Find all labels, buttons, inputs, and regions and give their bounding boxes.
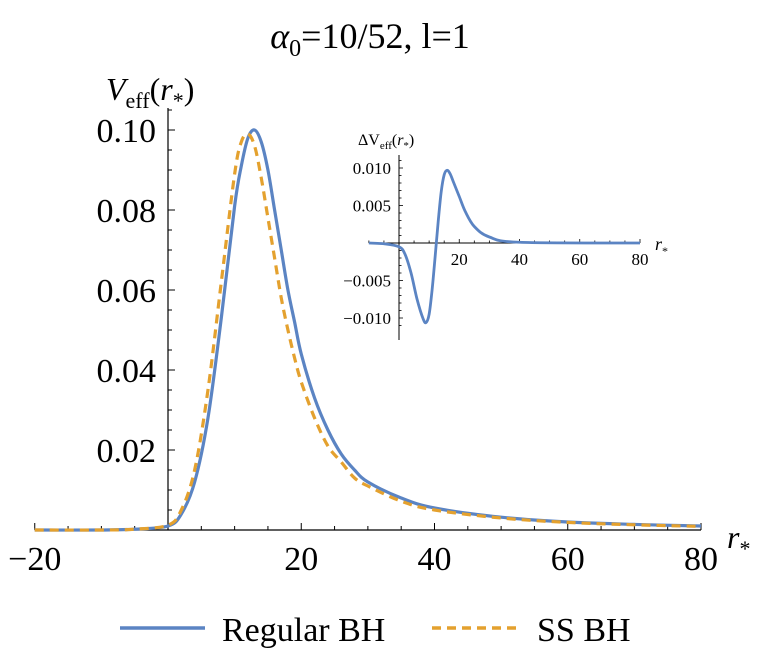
inset-x-tick-label: 80 — [632, 250, 649, 269]
inset-x-axis-label: r* — [655, 234, 668, 258]
main-x-tick-label: 60 — [551, 541, 585, 578]
inset-axes: 20 40 60 80 −0.010 −0.005 0.005 0.010 — [343, 155, 649, 340]
main-x-tick-label: 80 — [684, 541, 718, 578]
main-y-tick-label: 0.10 — [97, 113, 157, 150]
inset-y-tick-label: −0.010 — [343, 309, 391, 328]
main-x-tick-label: 20 — [284, 541, 318, 578]
main-y-tick-label: 0.06 — [97, 273, 157, 310]
inset-series-line — [368, 168, 641, 325]
main-axes: −20 20 40 60 80 0.02 0.04 0.06 0.08 0.10 — [8, 108, 718, 578]
inset-series — [368, 168, 641, 325]
inset-x-tick-label: 60 — [571, 250, 588, 269]
x-axis-label: r* — [727, 519, 750, 561]
inset-y-tick-label: 0.005 — [353, 197, 391, 216]
series-line-regular-bh — [34, 128, 702, 532]
main-y-tick-label: 0.04 — [97, 353, 157, 390]
inset-x-tick-label: 20 — [451, 250, 468, 269]
inset-y-tick-label: −0.005 — [343, 272, 391, 291]
inset-y-axis-label: ΔVeff(r*) — [358, 132, 414, 152]
main-y-tick-label: 0.08 — [97, 193, 157, 230]
main-series — [34, 128, 702, 532]
chart-title: α0=10/52, l=1 — [270, 16, 470, 62]
inset-x-tick-label: 40 — [511, 250, 528, 269]
main-y-tick-label: 0.02 — [97, 433, 157, 470]
series-line-ss-bh — [34, 132, 702, 532]
legend-label-ss: SS BH — [537, 612, 631, 649]
inset-y-tick-label: 0.010 — [353, 159, 391, 178]
main-x-tick-label: 40 — [418, 541, 452, 578]
y-axis-label: Veff(r*) — [106, 71, 194, 113]
main-x-tick-label: −20 — [8, 541, 61, 578]
legend-label-regular: Regular BH — [222, 612, 385, 649]
legend: Regular BH SS BH — [120, 612, 631, 649]
